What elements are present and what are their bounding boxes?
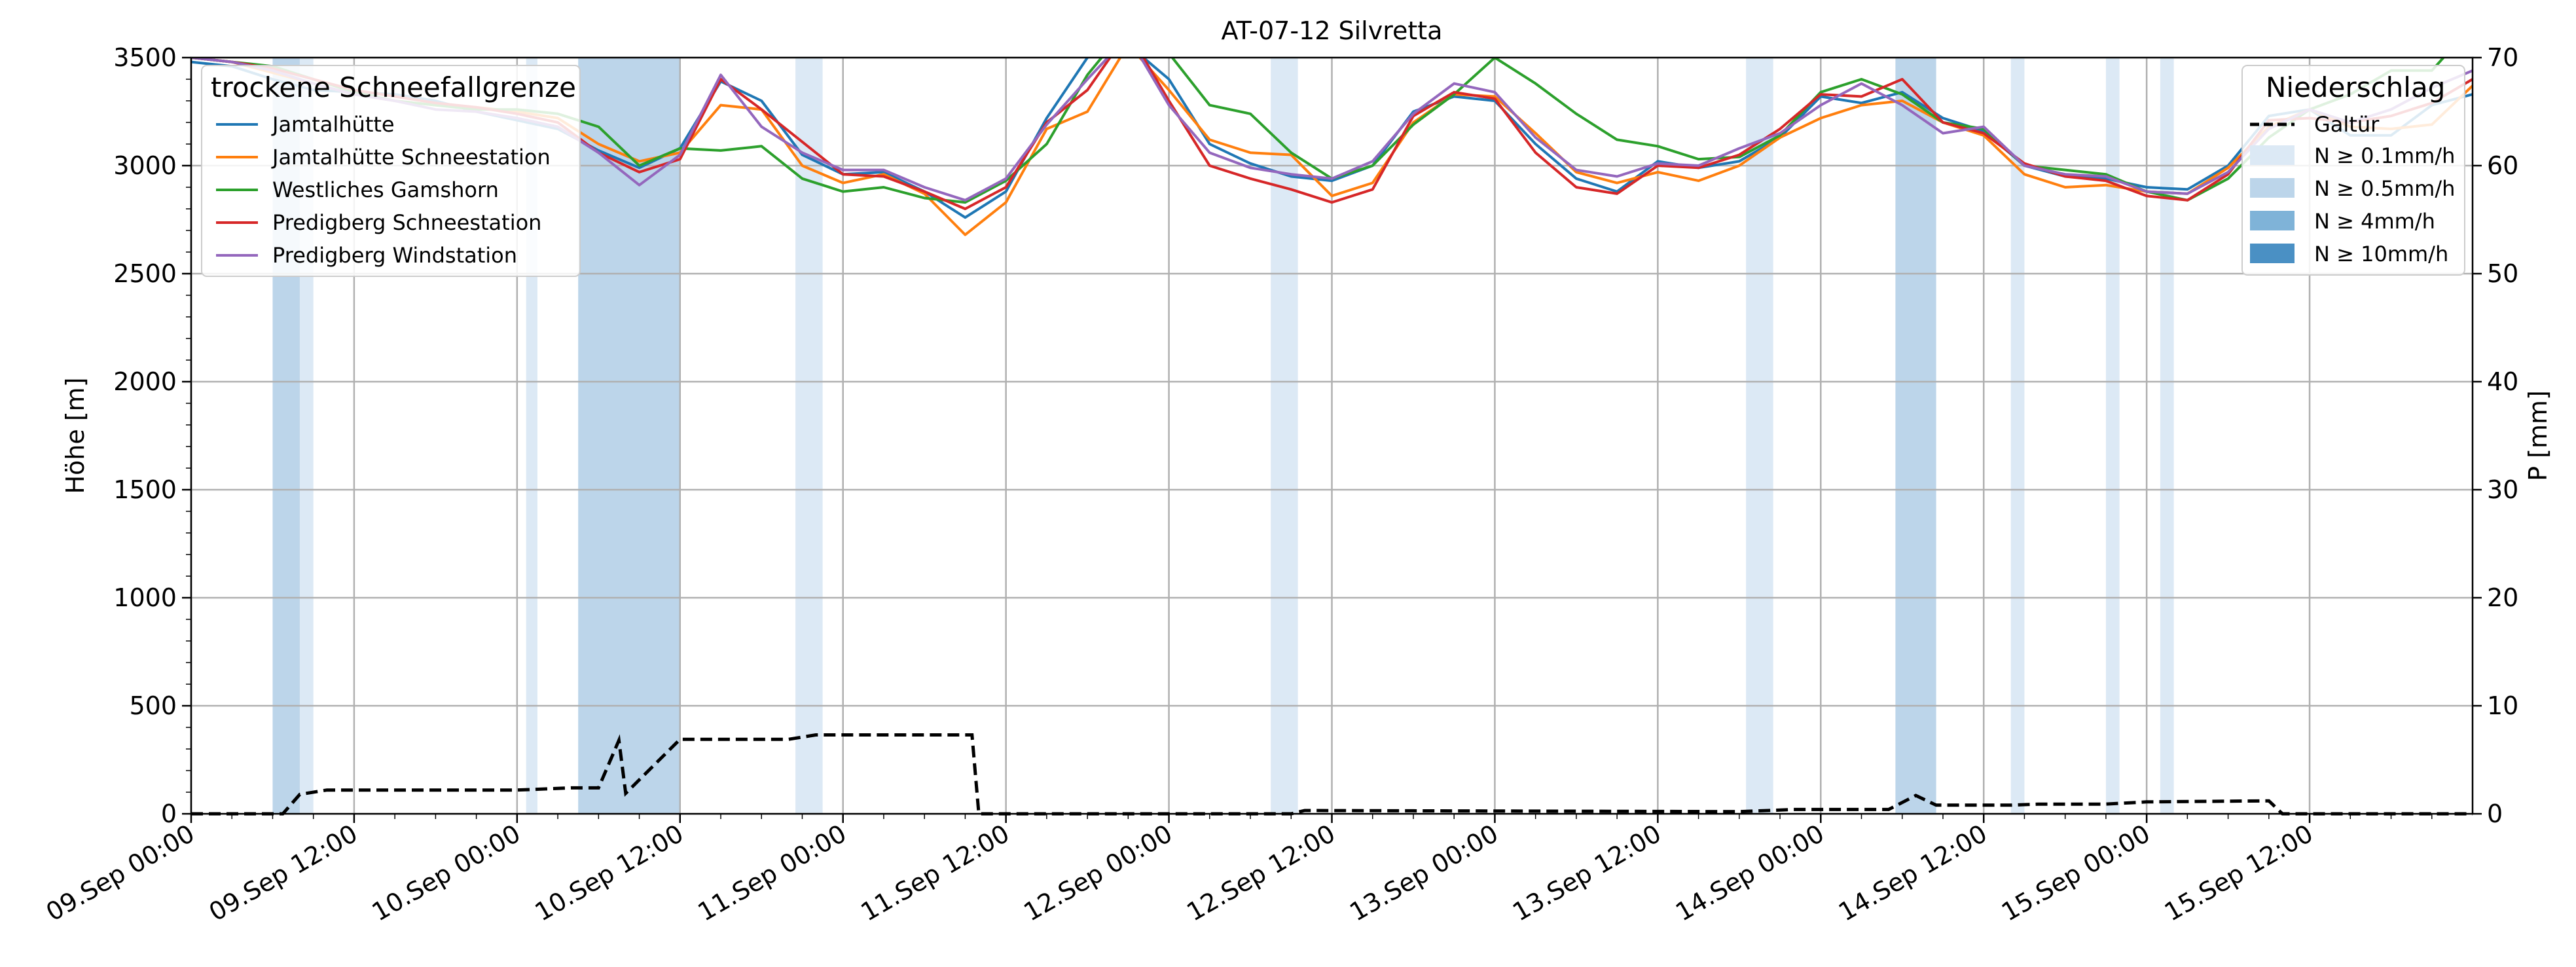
legend-left-label: Jamtalhütte	[271, 112, 395, 137]
y-tick-label: 3500	[113, 43, 177, 72]
y2-tick-label: 60	[2487, 151, 2518, 180]
y-tick-label: 0	[161, 799, 177, 828]
chart-title: AT-07-12 Silvretta	[1222, 16, 1443, 45]
precip-band	[578, 58, 680, 814]
y2-axis-label: P [mm]	[2524, 390, 2552, 481]
y-axis-left: 0 500 1000 1500 2000 2500 3000 3500	[113, 43, 191, 828]
y-tick-label: 3000	[113, 151, 177, 180]
legend-right-swatch	[2250, 244, 2295, 263]
y-tick-label: 1500	[113, 475, 177, 504]
y2-tick-label: 30	[2487, 475, 2518, 504]
legend-right-swatch	[2250, 211, 2295, 230]
legend-left: trockene Schneefallgrenze Jamtalhütte Jamt…	[201, 65, 581, 277]
legend-left-box	[201, 65, 581, 277]
y-tick-label: 2500	[113, 259, 177, 288]
y2-tick-label: 40	[2487, 367, 2518, 396]
legend-right-label: Galtür	[2314, 112, 2380, 137]
x-tick-label: 09.Sep 00:00	[41, 819, 200, 927]
legend-left-label: Westliches Gamshorn	[272, 177, 499, 202]
y2-tick-label: 20	[2487, 583, 2518, 612]
y-tick-label: 500	[129, 691, 177, 720]
precip-band	[1271, 58, 1298, 814]
legend-left-label: Predigberg Windstation	[272, 243, 517, 268]
legend-left-label: Predigberg Schneestation	[272, 210, 541, 235]
x-tick-label: 14.Sep 12:00	[1834, 819, 1992, 927]
legend-right-swatch	[2250, 145, 2295, 165]
x-tick-label: 13.Sep 12:00	[1508, 819, 1666, 927]
y2-tick-label: 50	[2487, 259, 2518, 288]
legend-right-label: N ≥ 0.1mm/h	[2314, 143, 2455, 168]
x-tick-label: 15.Sep 00:00	[1997, 819, 2155, 927]
x-tick-label: 12.Sep 12:00	[1182, 819, 1340, 927]
precip-line-galtur	[191, 733, 2473, 816]
x-tick-label: 10.Sep 12:00	[530, 819, 689, 927]
x-tick-label: 11.Sep 12:00	[856, 819, 1014, 927]
legend-right-label: N ≥ 10mm/h	[2314, 242, 2448, 266]
x-tick-label: 10.Sep 00:00	[367, 819, 526, 927]
precip-band	[1895, 58, 1936, 814]
y-axis-right: 0 10 20 30 40 50 60 70	[2473, 43, 2518, 828]
precip-line-layer	[191, 733, 2473, 816]
x-tick-label: 12.Sep 00:00	[1019, 819, 1177, 927]
y-axis-label: Höhe [m]	[61, 377, 90, 494]
legend-right-label: N ≥ 0.5mm/h	[2314, 176, 2455, 201]
legend-right-box	[2241, 65, 2465, 276]
precip-band	[795, 58, 823, 814]
legend-right: Niederschlag Galtür N ≥ 0.1mm/h N ≥ 0.5mm/h…	[2241, 65, 2465, 276]
y-tick-label: 2000	[113, 367, 177, 396]
precip-band	[1746, 58, 1773, 814]
x-tick-label: 13.Sep 00:00	[1345, 819, 1503, 927]
legend-right-title: Niederschlag	[2266, 71, 2445, 103]
legend-left-label: Jamtalhütte Schneestation	[271, 145, 551, 170]
x-tick-label: 14.Sep 00:00	[1671, 819, 1829, 927]
precip-band	[2160, 58, 2174, 814]
x-tick-label: 15.Sep 12:00	[2160, 819, 2318, 927]
x-tick-label: 09.Sep 12:00	[204, 819, 363, 927]
x-tick-label: 11.Sep 00:00	[693, 819, 852, 927]
plot-frame	[190, 56, 2474, 815]
x-axis: 09.Sep 00:00 09.Sep 12:00 10.Sep 00:00 10.S…	[41, 814, 2433, 927]
legend-right-label: N ≥ 4mm/h	[2314, 209, 2435, 234]
precip-band	[2105, 58, 2120, 814]
precip-band	[2010, 58, 2025, 814]
y2-tick-label: 0	[2487, 799, 2503, 828]
y2-tick-label: 70	[2487, 43, 2518, 72]
legend-left-title: trockene Schneefallgrenze	[211, 71, 576, 103]
y2-tick-label: 10	[2487, 691, 2518, 720]
legend-right-swatch	[2250, 178, 2295, 198]
y-tick-label: 1000	[113, 583, 177, 612]
